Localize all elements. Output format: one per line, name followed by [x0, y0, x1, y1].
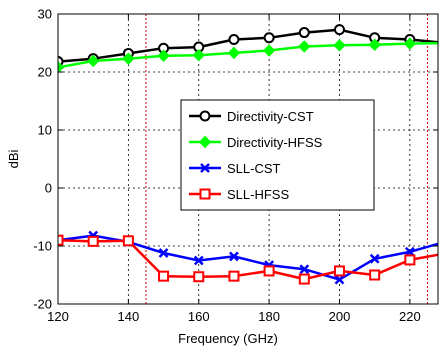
legend-label: SLL-CST: [227, 161, 281, 176]
legend-label: Directivity-HFSS: [227, 135, 323, 150]
data-point-sll-hfss: [369, 269, 381, 281]
data-point-directivity-hfss: [227, 46, 241, 60]
data-point-sll-hfss: [87, 235, 99, 247]
y-tick-label: 0: [45, 181, 52, 196]
series-line-directivity-cst: [58, 28, 438, 63]
x-marker-stroke: [158, 248, 169, 258]
data-point-sll-cst: [229, 251, 239, 262]
data-point-sll-hfss: [158, 270, 170, 282]
data-point-directivity-hfss: [333, 39, 346, 52]
legend-marker: [198, 135, 212, 149]
series-line-sll-hfss: [58, 238, 438, 281]
x-tick-label: 180: [258, 309, 280, 324]
data-point-directivity-hfss: [298, 40, 311, 53]
x-marker-stroke: [334, 274, 345, 285]
legend-entry-directivity-hfss: Directivity-HFSS: [189, 135, 323, 150]
legend-box: [180, 99, 375, 211]
data-point-sll-hfss: [122, 235, 134, 247]
data-point-sll-hfss: [333, 265, 345, 277]
legend-entry-sll-cst: SLL-CST: [189, 161, 281, 176]
data-point-directivity-cst: [228, 34, 240, 46]
x-axis-label: Frequency (GHz): [178, 331, 278, 346]
data-point-sll-cst: [193, 255, 204, 266]
x-marker-stroke: [369, 253, 380, 264]
x-marker-stroke: [299, 264, 310, 275]
data-point-directivity-cst: [298, 27, 310, 39]
x-tick-label: 160: [188, 309, 210, 324]
data-point-directivity-hfss: [86, 54, 100, 68]
data-point-directivity-hfss: [58, 61, 65, 74]
legend-marker: [199, 188, 211, 200]
data-point-directivity-hfss: [122, 52, 135, 65]
y-tick-label: 30: [38, 7, 52, 22]
data-point-directivity-hfss: [157, 49, 170, 62]
data-point-directivity-hfss: [403, 37, 417, 50]
legend-marker: [200, 163, 210, 173]
data-point-sll-hfss: [263, 265, 275, 277]
legend-label: SLL-HFSS: [227, 187, 289, 202]
data-point-sll-hfss: [298, 273, 310, 285]
y-tick-label: 10: [38, 123, 52, 138]
data-point-directivity-cst: [263, 32, 275, 44]
x-tick-label: 200: [329, 309, 351, 324]
x-tick-label: 220: [399, 309, 421, 324]
x-marker-stroke: [229, 251, 239, 262]
legend-entry-sll-hfss: SLL-HFSS: [189, 187, 289, 202]
data-point-directivity-cst: [333, 24, 345, 36]
y-axis-label: dBi: [6, 149, 21, 168]
x-tick-label: 120: [47, 309, 69, 324]
data-point-directivity-hfss: [368, 38, 381, 51]
x-tick-label: 140: [118, 309, 140, 324]
legend-label: Directivity-CST: [227, 109, 314, 124]
data-point-sll-hfss: [193, 271, 205, 283]
data-point-sll-hfss: [58, 234, 64, 246]
data-point-sll-cst: [299, 264, 310, 275]
legend-marker: [199, 110, 211, 122]
y-tick-label: -20: [33, 297, 52, 312]
data-point-sll-hfss: [404, 254, 416, 266]
data-point-sll-cst: [334, 274, 345, 285]
x-marker-stroke: [193, 255, 204, 266]
y-tick-label: -10: [33, 239, 52, 254]
data-point-directivity-hfss: [262, 44, 276, 57]
data-point-sll-cst: [158, 248, 169, 258]
y-tick-label: 20: [38, 65, 52, 80]
x-marker-stroke: [200, 163, 210, 173]
axes-box: [57, 13, 439, 305]
data-point-directivity-hfss: [192, 48, 205, 62]
legend-entry-directivity-cst: Directivity-CST: [189, 109, 314, 124]
data-point-sll-hfss: [228, 270, 240, 282]
data-point-sll-cst: [369, 253, 380, 264]
